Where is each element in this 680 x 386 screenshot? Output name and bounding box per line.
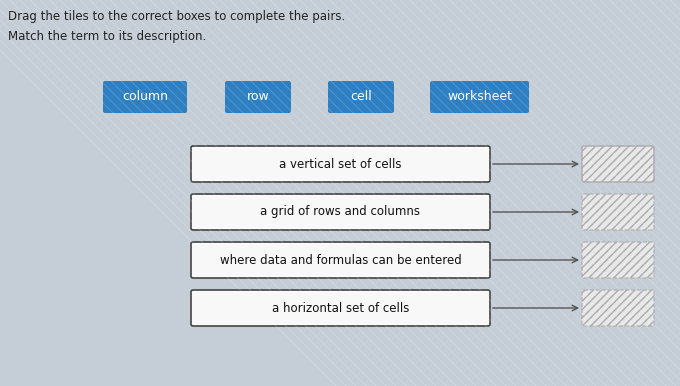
FancyBboxPatch shape <box>430 81 529 113</box>
Text: a horizontal set of cells: a horizontal set of cells <box>272 301 409 315</box>
Text: a grid of rows and columns: a grid of rows and columns <box>260 205 420 218</box>
Text: Drag the tiles to the correct boxes to complete the pairs.: Drag the tiles to the correct boxes to c… <box>8 10 345 23</box>
Text: worksheet: worksheet <box>447 90 512 103</box>
FancyBboxPatch shape <box>191 242 490 278</box>
Text: Match the term to its description.: Match the term to its description. <box>8 30 206 43</box>
Text: column: column <box>122 90 168 103</box>
Text: where data and formulas can be entered: where data and formulas can be entered <box>220 254 461 266</box>
Text: cell: cell <box>350 90 372 103</box>
FancyBboxPatch shape <box>582 146 654 182</box>
FancyBboxPatch shape <box>582 290 654 326</box>
FancyBboxPatch shape <box>328 81 394 113</box>
FancyBboxPatch shape <box>191 146 490 182</box>
FancyBboxPatch shape <box>225 81 291 113</box>
FancyBboxPatch shape <box>191 290 490 326</box>
FancyBboxPatch shape <box>191 194 490 230</box>
Text: a vertical set of cells: a vertical set of cells <box>279 157 402 171</box>
FancyBboxPatch shape <box>103 81 187 113</box>
FancyBboxPatch shape <box>582 194 654 230</box>
FancyBboxPatch shape <box>582 242 654 278</box>
Text: row: row <box>247 90 269 103</box>
